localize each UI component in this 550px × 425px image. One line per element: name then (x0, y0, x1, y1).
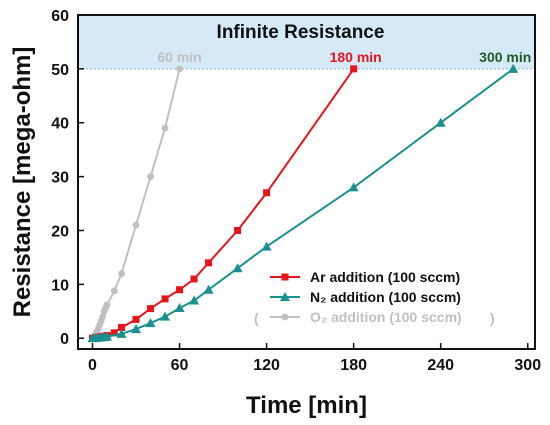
legend-marker (281, 273, 289, 281)
data-point (118, 270, 125, 277)
legend-label: Ar addition (100 sccm) (310, 269, 460, 285)
y-tick-label: 0 (60, 331, 69, 348)
band-label: Infinite Resistance (217, 22, 385, 43)
data-point (103, 301, 111, 309)
data-point (102, 331, 113, 341)
y-tick-label: 30 (51, 170, 69, 187)
annotation-label: 60 min (157, 49, 201, 65)
data-point (161, 295, 169, 303)
data-point (132, 221, 140, 229)
data-point (190, 275, 198, 283)
data-point (147, 305, 155, 313)
data-point (176, 286, 184, 294)
x-tick-label: 180 (340, 357, 367, 374)
data-point (161, 124, 169, 132)
legend-paren-open: ( (254, 310, 259, 326)
x-tick-label: 300 (514, 357, 541, 374)
data-point (203, 284, 214, 294)
legend-label: O₂ addition (100 sccm) (310, 309, 462, 325)
x-tick-label: 0 (88, 357, 97, 374)
legend-marker (280, 292, 290, 301)
data-point (132, 315, 140, 323)
data-point (145, 318, 156, 328)
x-tick-label: 120 (253, 357, 280, 374)
data-point (189, 295, 200, 305)
x-axis-title: Time [min] (246, 392, 367, 419)
legend-entry-0: ( O₂ addition (100 sccm)) (254, 309, 495, 326)
legend-label: N₂ addition (100 sccm) (310, 289, 461, 305)
data-point (99, 313, 107, 321)
series-0 (89, 65, 183, 342)
legend-entry-1: Ar addition (100 sccm) (270, 269, 460, 285)
y-tick-label: 50 (51, 62, 69, 79)
data-point (116, 328, 127, 338)
data-point (348, 182, 359, 192)
y-tick-label: 20 (51, 223, 69, 240)
y-axis-title: Resistance [mega-ohm] (9, 47, 36, 318)
data-point (205, 259, 213, 267)
data-point (234, 226, 242, 234)
data-point (261, 241, 272, 251)
x-tick-label: 60 (171, 357, 189, 374)
data-point (263, 189, 271, 197)
data-point (232, 263, 243, 273)
data-point (131, 324, 142, 334)
data-point (147, 173, 154, 181)
legend-paren-close: ) (490, 310, 495, 326)
y-tick-label: 10 (51, 277, 69, 294)
data-point (174, 303, 185, 313)
legend-entry-2: N₂ addition (100 sccm) (270, 289, 461, 305)
data-point (160, 311, 171, 321)
data-point (176, 65, 183, 73)
annotation-label: 300 min (479, 49, 531, 65)
x-tick-label: 240 (427, 357, 454, 374)
data-point (110, 287, 118, 295)
data-point (435, 117, 446, 127)
data-point (508, 63, 519, 73)
data-point (350, 65, 358, 73)
legend-marker (281, 313, 289, 321)
data-point (110, 329, 118, 337)
y-tick-label: 60 (51, 8, 69, 25)
y-tick-label: 40 (51, 116, 69, 133)
infinite-resistance-band (78, 15, 535, 69)
annotation-label: 180 min (330, 49, 382, 65)
data-point (118, 323, 126, 331)
series-2 (87, 63, 519, 343)
plot-frame (77, 14, 536, 350)
